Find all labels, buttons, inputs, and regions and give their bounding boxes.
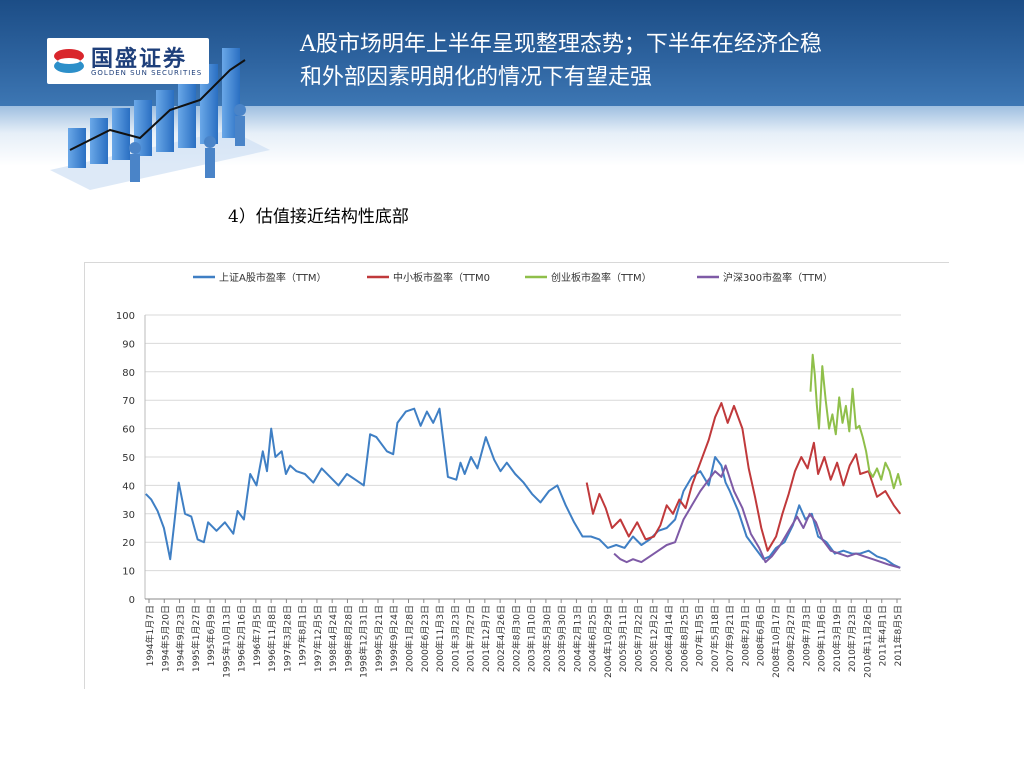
series-line-1 xyxy=(585,402,901,552)
x-tick-label: 1998年8月28日 xyxy=(342,605,354,672)
x-tick-label: 2004年6月25日 xyxy=(587,605,599,672)
x-tick-label: 2009年2月27日 xyxy=(785,605,797,672)
x-tick-label: 2005年12月2日 xyxy=(648,605,660,672)
x-tick-label: 1995年6月9日 xyxy=(205,605,217,666)
x-tick-label: 2000年1月28日 xyxy=(404,605,416,672)
x-tick-label: 2007年9月21日 xyxy=(724,605,736,672)
y-tick-label: 10 xyxy=(122,567,135,578)
slide-title-line1: A股市场明年上半年呈现整理态势；下半年在经济企稳 xyxy=(300,32,822,57)
x-tick-label: 2004年2月13日 xyxy=(571,605,583,672)
x-tick-label: 2004年10月29日 xyxy=(602,605,614,678)
x-tick-label: 1998年4月24日 xyxy=(327,605,339,672)
x-tick-label: 1994年5月20日 xyxy=(159,605,171,672)
x-tick-label: 1999年9月24日 xyxy=(388,605,400,672)
x-tick-label: 2003年9月30日 xyxy=(556,605,568,672)
x-tick-label: 2007年1月5日 xyxy=(694,605,706,666)
x-tick-label: 2002年4月26日 xyxy=(495,605,507,672)
y-tick-label: 50 xyxy=(122,453,135,464)
x-tick-label: 2005年3月11日 xyxy=(617,605,629,672)
x-tick-label: 1994年1月7日 xyxy=(144,605,156,666)
x-tick-label: 2010年3月19日 xyxy=(831,605,843,672)
y-tick-label: 40 xyxy=(122,481,135,492)
x-tick-label: 2011年4月1日 xyxy=(877,605,889,666)
x-tick-label: 2003年5月30日 xyxy=(541,605,553,672)
y-tick-label: 30 xyxy=(122,510,135,521)
x-tick-label: 1997年12月5日 xyxy=(312,605,324,672)
legend-label-0: 上证A股市盈率（TTM） xyxy=(219,271,327,284)
x-tick-label: 1996年11月8日 xyxy=(266,605,278,672)
y-tick-label: 70 xyxy=(122,396,135,407)
x-tick-label: 2009年11月6日 xyxy=(816,605,828,672)
x-tick-label: 2006年8月25日 xyxy=(678,605,690,672)
chart-frame: 0 10 20 30 40 50 60 70 80 90 100 1994年1月7日 1994年5月20… xyxy=(84,262,949,689)
legend-label-1: 中小板市盈率（TTM0 xyxy=(393,271,490,284)
pe-ratio-line-chart: 0 10 20 30 40 50 60 70 80 90 100 1994年1月7日 1994年5月20… xyxy=(116,271,904,678)
x-tick-label: 2002年8月30日 xyxy=(510,605,522,672)
x-tick-label: 2001年7月27日 xyxy=(465,605,477,672)
x-tick-label: 1999年5月21日 xyxy=(373,605,385,672)
x-tick-label: 2001年12月7日 xyxy=(480,605,492,672)
x-tick-label: 1996年2月16日 xyxy=(236,605,248,672)
x-tick-label: 2009年7月3日 xyxy=(800,605,812,666)
x-tick-label: 2007年5月18日 xyxy=(709,605,721,672)
x-tick-label: 1994年9月23日 xyxy=(175,605,187,672)
x-tick-label: 2000年6月23日 xyxy=(419,605,431,672)
y-tick-label: 20 xyxy=(122,538,135,549)
x-tick-label: 2003年1月10日 xyxy=(526,605,538,672)
x-tick-label: 1997年8月1日 xyxy=(297,605,309,666)
series-line-0 xyxy=(145,407,901,569)
logo-name: 国盛证券 xyxy=(91,47,188,72)
company-logo: 国盛证券 GOLDEN SUN SECURITIES xyxy=(47,38,209,84)
y-tick-label: 80 xyxy=(122,368,135,379)
x-tick-label: 2001年3月23日 xyxy=(449,605,461,672)
x-tick-label: 2005年7月22日 xyxy=(632,605,644,672)
x-tick-label: 1998年12月31日 xyxy=(358,605,370,678)
x-tick-label: 1995年1月27日 xyxy=(190,605,202,672)
x-tick-label: 2008年6月6日 xyxy=(755,605,767,666)
logo-name-en: GOLDEN SUN SECURITIES xyxy=(91,69,203,77)
y-tick-label: 60 xyxy=(122,425,135,436)
logo-swirl-icon xyxy=(54,49,84,73)
x-tick-label: 2000年11月3日 xyxy=(434,605,446,672)
slide-title: A股市场明年上半年呈现整理态势；下半年在经济企稳 和外部因素明朗化的情况下有望走… xyxy=(300,28,1000,94)
x-tick-label: 2011年8月5日 xyxy=(892,605,904,666)
slide-subtitle: 4）估值接近结构性底部 xyxy=(228,207,409,227)
x-tick-label: 1996年7月5日 xyxy=(251,605,263,666)
slide-title-line2: 和外部因素明朗化的情况下有望走强 xyxy=(300,65,653,90)
business-growth-illustration xyxy=(50,48,270,190)
y-tick-label: 0 xyxy=(129,595,135,606)
y-tick-label: 90 xyxy=(122,339,135,350)
x-tick-label: 2008年2月1日 xyxy=(739,605,751,666)
x-tick-label: 2010年7月23日 xyxy=(846,605,858,672)
legend-label-3: 沪深300市盈率（TTM） xyxy=(723,271,833,284)
legend-label-2: 创业板市盈率（TTM） xyxy=(551,271,652,284)
series-line-3 xyxy=(613,464,901,569)
series-line-2 xyxy=(809,353,902,490)
y-tick-label: 100 xyxy=(116,311,135,322)
x-tick-label: 1995年10月13日 xyxy=(220,605,232,678)
x-tick-label: 2006年4月14日 xyxy=(663,605,675,672)
x-tick-label: 1997年3月28日 xyxy=(281,605,293,672)
x-tick-label: 2008年10月17日 xyxy=(770,605,782,678)
x-tick-label: 2010年11月26日 xyxy=(861,605,873,678)
